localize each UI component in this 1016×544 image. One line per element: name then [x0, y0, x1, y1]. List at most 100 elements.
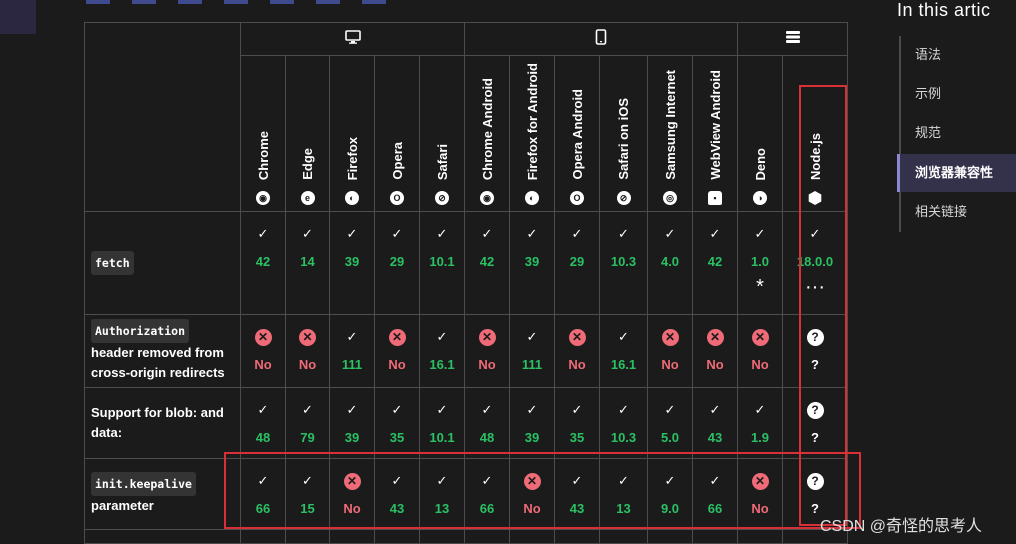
cross-icon: ✕ — [661, 328, 679, 346]
support-cell[interactable]: ?? — [782, 314, 848, 388]
check-icon: ✓ — [436, 329, 448, 344]
support-cell[interactable]: ✓ 66 — [692, 458, 738, 530]
version-label: 10.1 — [429, 430, 455, 445]
support-cell[interactable]: ✕ No — [464, 314, 510, 388]
support-cell[interactable]: ✕ No — [374, 314, 420, 388]
support-cell[interactable]: ✓ 42 — [464, 211, 510, 315]
support-cell[interactable]: ✓ 43 — [374, 458, 420, 530]
version-label: 15 — [300, 501, 315, 516]
support-cell[interactable]: ✓ 13 — [599, 458, 648, 530]
support-cell[interactable]: ✓ 39 — [329, 387, 375, 459]
empty-cell — [84, 529, 241, 544]
version-label: 35 — [389, 430, 405, 445]
support-cell[interactable]: ✓ 13 — [419, 458, 465, 530]
check-icon: ✓ — [571, 402, 583, 417]
firefox-icon: ◐ — [345, 191, 359, 205]
support-cell[interactable]: ✕ No — [285, 314, 330, 388]
support-cell[interactable]: ✓ 111 — [509, 314, 555, 388]
firefox-icon: ◐ — [525, 191, 539, 205]
empty-cell — [285, 529, 330, 544]
support-cell[interactable]: ✓ 4.0 — [647, 211, 693, 315]
support-cell[interactable]: ✓ 5.0 — [647, 387, 693, 459]
support-cell[interactable]: ✓ 10.1 — [419, 211, 465, 315]
support-cell[interactable]: ✕ No — [554, 314, 600, 388]
support-cell[interactable]: ✕ No — [509, 458, 555, 530]
support-cell[interactable]: ✓ 48 — [464, 387, 510, 459]
support-cell[interactable]: ✓ 10.3 — [599, 387, 648, 459]
feature-code[interactable]: init.keepalive — [91, 472, 196, 496]
cross-icon: ✕ — [343, 472, 361, 490]
check-icon: ✓ — [346, 329, 358, 344]
support-cell[interactable]: ✕ No — [737, 314, 783, 388]
check-icon: ✓ — [302, 402, 313, 417]
support-cell[interactable]: ✓ 1.0 * — [737, 211, 783, 315]
support-cell[interactable]: ✕ No — [240, 314, 286, 388]
version-label: 48 — [255, 430, 271, 445]
support-cell[interactable]: ✕ No — [737, 458, 783, 530]
cross-icon: ✕ — [568, 328, 586, 346]
support-cell[interactable]: ✓ 39 — [329, 211, 375, 315]
version-label: 18.0.0 — [796, 254, 834, 269]
table-row: Authorization header removed from cross-o… — [84, 314, 848, 388]
browser-header: Chrome ◉ — [240, 55, 286, 212]
feature-code[interactable]: fetch — [91, 251, 134, 275]
check-icon: ✓ — [618, 329, 629, 344]
support-cell[interactable]: ✕ No — [692, 314, 738, 388]
empty-cell — [374, 529, 420, 544]
support-cell[interactable]: ✓ 79 — [285, 387, 330, 459]
support-cell[interactable]: ✓ 42 — [240, 211, 286, 315]
support-cell[interactable]: ✕ No — [647, 314, 693, 388]
support-cell[interactable]: ✓ 10.3 — [599, 211, 648, 315]
support-cell[interactable]: ✓ 14 — [285, 211, 330, 315]
toc-item-see-also[interactable]: 相关链接 — [915, 204, 968, 219]
support-cell[interactable]: ✓ 29 — [374, 211, 420, 315]
version-label: 66 — [255, 501, 271, 516]
check-icon: ✓ — [709, 402, 721, 417]
table-row: fetch ✓ 42 ✓ 14 ✓ 39 ✓ 29 ✓ 10.1 ✓ 42 ✓ 39 ✓ 29 ✓ 10.3 ✓ 4.0… — [84, 211, 848, 315]
support-cell[interactable]: ✓ 1.9 — [737, 387, 783, 459]
toc-item-syntax[interactable]: 语法 — [915, 47, 942, 62]
support-cell[interactable]: ✓ 16.1 — [599, 314, 648, 388]
toc-item-browser-compatibility[interactable]: 浏览器兼容性 — [897, 154, 1016, 192]
browser-name: Chrome — [255, 130, 271, 180]
support-cell[interactable]: ✓ 16.1 — [419, 314, 465, 388]
browser-header: Firefox for Android ◐ — [509, 55, 555, 212]
toc-item-examples[interactable]: 示例 — [915, 86, 942, 101]
support-cell[interactable]: ✓ 15 — [285, 458, 330, 530]
toc-item-specifications[interactable]: 规范 — [915, 125, 942, 140]
version-label: No — [298, 357, 317, 372]
support-cell[interactable]: ✓ 35 — [374, 387, 420, 459]
feature-cell: Support for blob: and data: — [84, 387, 241, 459]
support-cell[interactable]: ✓ 35 — [554, 387, 600, 459]
browser-header: Edge e — [285, 55, 330, 212]
support-cell[interactable]: ✓ 66 — [240, 458, 286, 530]
support-cell[interactable]: ✓ 18.0.0 ··· — [782, 211, 848, 315]
support-cell[interactable]: ✓ 39 — [509, 211, 555, 315]
support-cell[interactable]: ✕ No — [329, 458, 375, 530]
version-label: 39 — [524, 254, 540, 269]
version-label: No — [388, 357, 406, 372]
support-cell[interactable]: ✓ 43 — [554, 458, 600, 530]
browser-header: Deno ◑ — [737, 55, 783, 212]
safari-icon: ⊘ — [435, 191, 449, 205]
support-cell[interactable]: ✓ 43 — [692, 387, 738, 459]
feature-description: parameter — [91, 498, 154, 513]
version-label: ? — [811, 501, 819, 516]
more-dots-icon[interactable]: ··· — [805, 276, 825, 298]
support-cell[interactable]: ✓ 66 — [464, 458, 510, 530]
chrome-icon: ◉ — [480, 191, 494, 205]
support-cell[interactable]: ✓ 9.0 — [647, 458, 693, 530]
check-icon: ✓ — [754, 226, 766, 241]
support-cell[interactable]: ✓ 39 — [509, 387, 555, 459]
support-cell[interactable]: ?? — [782, 387, 848, 459]
browser-header: Opera Android O — [554, 55, 600, 212]
feature-code[interactable]: Authorization — [91, 319, 190, 343]
support-cell[interactable]: ✓ 29 — [554, 211, 600, 315]
asterisk-icon[interactable]: * — [756, 276, 764, 298]
browser-name: Safari on iOS — [616, 98, 631, 180]
support-cell[interactable]: ✓ 10.1 — [419, 387, 465, 459]
support-cell[interactable]: ✓ 48 — [240, 387, 286, 459]
support-cell[interactable]: ✓ 111 — [329, 314, 375, 388]
left-accent — [0, 0, 36, 34]
support-cell[interactable]: ✓ 42 — [692, 211, 738, 315]
